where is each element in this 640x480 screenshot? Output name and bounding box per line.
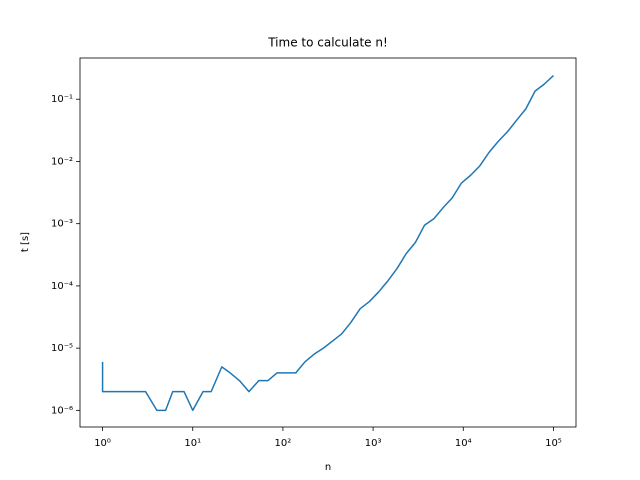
x-tick-label: 10⁰: [94, 438, 111, 449]
y-tick-label: 10⁻³: [51, 219, 73, 230]
y-tick-label: 10⁻⁵: [51, 343, 73, 354]
x-tick-label: 10²: [275, 438, 292, 449]
y-tick-label: 10⁻⁶: [51, 405, 73, 416]
y-tick-label: 10⁻¹: [51, 94, 73, 105]
x-tick-label: 10⁵: [545, 438, 562, 449]
x-tick-label: 10¹: [184, 438, 201, 449]
x-axis-label: n: [325, 462, 331, 473]
y-tick-label: 10⁻⁴: [51, 281, 73, 292]
x-tick-label: 10³: [365, 438, 382, 449]
data-line: [101, 75, 554, 412]
y-axis-label: t [s]: [20, 232, 31, 252]
y-tick-label: 10⁻²: [51, 156, 73, 167]
chart-title: Time to calculate n!: [267, 36, 388, 50]
x-tick-label: 10⁴: [455, 438, 472, 449]
axes-frame: [79, 57, 577, 428]
